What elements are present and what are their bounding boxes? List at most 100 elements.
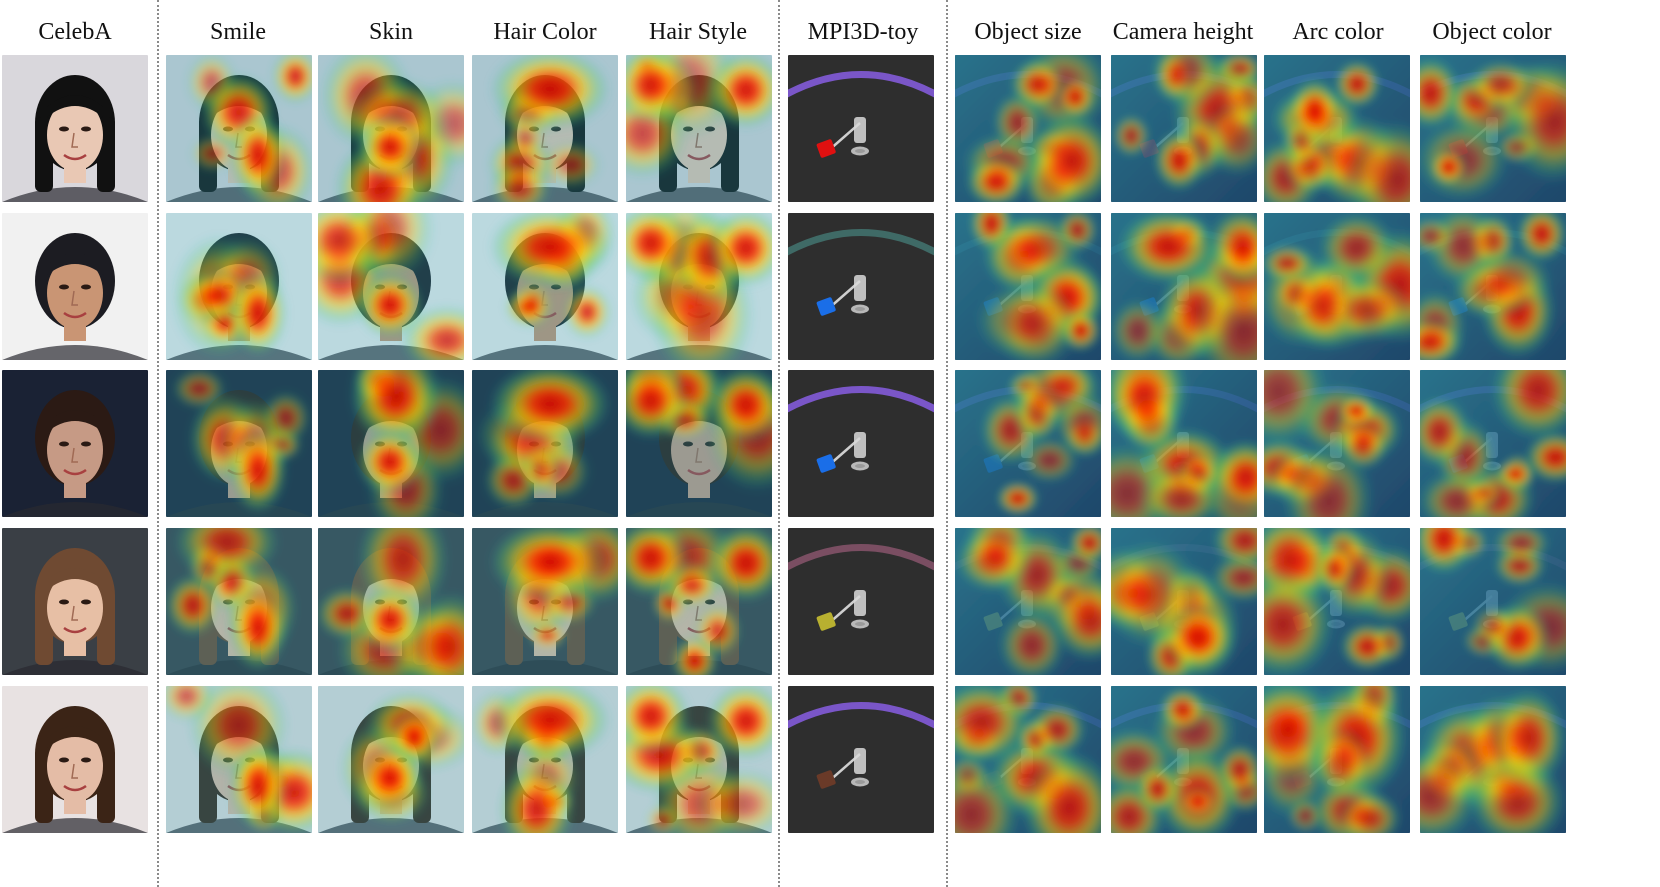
- attention-hotspot: [228, 269, 288, 357]
- cell-smile-row-2: [166, 213, 312, 360]
- attention-hotspot: [356, 428, 424, 496]
- cell-skin-row-2: [318, 213, 464, 360]
- column-header-skin: Skin: [368, 19, 413, 45]
- heatmap-overlay: [1420, 528, 1566, 675]
- attention-hotspot: [488, 686, 612, 762]
- attention-hotspot: [356, 271, 424, 339]
- attention-hotspot: [488, 213, 612, 289]
- column-header-mpi3d: MPI3D-toy: [807, 19, 919, 45]
- column-header-arc-color: Arc color: [1292, 19, 1384, 45]
- heatmap-overlay: [1420, 55, 1566, 202]
- mpi3d-scene: [788, 686, 934, 833]
- heatmap-overlay: [166, 213, 312, 360]
- cell-hair-color-row-5: [472, 686, 618, 833]
- attention-hotspot: [626, 528, 772, 603]
- cell-mpi3d-row-3: [788, 370, 934, 517]
- heatmap-overlay: [1111, 528, 1257, 675]
- column-header-smile: Smile: [209, 19, 266, 45]
- cell-skin-row-1: [318, 55, 464, 202]
- object-cube: [816, 612, 836, 631]
- attention-hotspot: [356, 113, 424, 181]
- column-header-hair-color: Hair Color: [493, 19, 597, 45]
- heatmap-overlay: [955, 213, 1101, 360]
- heatmap-overlay: [1111, 213, 1257, 360]
- column-header-camera-height: Camera height: [1112, 19, 1254, 45]
- cell-object-size-row-5: [955, 686, 1101, 833]
- attention-hotspot: [488, 55, 612, 131]
- heatmap-overlay: [1264, 55, 1410, 202]
- separator-mpi3d-attributes: [946, 0, 948, 887]
- cell-object-color-row-4: [1420, 528, 1566, 675]
- separator-celeba: [157, 0, 159, 887]
- heatmap-overlay: [1111, 686, 1257, 833]
- heatmap-overlay: [955, 528, 1101, 675]
- cell-hair-color-row-2: [472, 213, 618, 360]
- cell-object-size-row-4: [955, 528, 1101, 675]
- cell-camera-height-row-5: [1111, 686, 1257, 833]
- cell-celeba-row-5: [2, 686, 148, 833]
- separator-mpi3d: [778, 0, 780, 887]
- attention-hotspot: [626, 55, 772, 130]
- cell-arc-color-row-4: [1264, 528, 1410, 675]
- face-portrait: [2, 213, 148, 360]
- cell-celeba-row-4: [2, 528, 148, 675]
- attention-hotspot: [488, 370, 612, 446]
- cell-smile-row-5: [166, 686, 312, 833]
- face-portrait: [2, 55, 148, 202]
- object-cube: [816, 770, 836, 789]
- mpi3d-scene: [788, 213, 934, 360]
- heatmap-overlay: [1420, 213, 1566, 360]
- cell-object-color-row-1: [1420, 55, 1566, 202]
- cell-object-color-row-5: [1420, 686, 1566, 833]
- attention-hotspot: [356, 744, 424, 812]
- heatmap-overlay: [955, 55, 1101, 202]
- attention-hotspot: [228, 426, 288, 514]
- mpi3d-scene: [788, 370, 934, 517]
- cell-skin-row-4: [318, 528, 464, 675]
- cell-mpi3d-row-5: [788, 686, 934, 833]
- cell-celeba-row-3: [2, 370, 148, 517]
- cell-celeba-row-2: [2, 213, 148, 360]
- cell-arc-color-row-5: [1264, 686, 1410, 833]
- cell-arc-color-row-3: [1264, 370, 1410, 517]
- cell-object-size-row-1: [955, 55, 1101, 202]
- object-cube: [816, 139, 836, 158]
- cell-camera-height-row-3: [1111, 370, 1257, 517]
- cell-camera-height-row-4: [1111, 528, 1257, 675]
- attention-hotspot: [356, 586, 424, 654]
- attention-hotspot: [626, 370, 772, 445]
- face-portrait: [2, 370, 148, 517]
- cell-hair-color-row-3: [472, 370, 618, 517]
- cell-camera-height-row-1: [1111, 55, 1257, 202]
- face-portrait: [2, 686, 148, 833]
- heatmap-overlay: [1420, 686, 1566, 833]
- attention-hotspot: [228, 584, 288, 672]
- heatmap-overlay: [1264, 528, 1410, 675]
- mpi3d-scene: [788, 528, 934, 675]
- column-header-object-color: Object color: [1432, 19, 1552, 45]
- cell-hair-style-row-5: [626, 686, 772, 833]
- cell-hair-color-row-1: [472, 55, 618, 202]
- object-cube: [816, 297, 836, 316]
- heatmap-overlay: [1420, 370, 1566, 517]
- mpi3d-scene: [788, 55, 934, 202]
- column-header-celeba: CelebA: [38, 19, 112, 45]
- cell-object-color-row-3: [1420, 370, 1566, 517]
- cell-smile-row-3: [166, 370, 312, 517]
- attention-hotspot: [626, 686, 772, 761]
- cell-celeba-row-1: [2, 55, 148, 202]
- object-cube: [816, 454, 836, 473]
- column-header-hair-style: Hair Style: [649, 19, 747, 45]
- cell-hair-style-row-2: [626, 213, 772, 360]
- cell-object-size-row-3: [955, 370, 1101, 517]
- cell-hair-style-row-1: [626, 55, 772, 202]
- attention-hotspot: [228, 742, 288, 830]
- heatmap-overlay: [1264, 370, 1410, 517]
- cell-skin-row-5: [318, 686, 464, 833]
- cell-skin-row-3: [318, 370, 464, 517]
- face-portrait: [2, 528, 148, 675]
- cell-smile-row-4: [166, 528, 312, 675]
- cell-arc-color-row-1: [1264, 55, 1410, 202]
- heatmap-overlay: [1264, 686, 1410, 833]
- heatmap-overlay: [1111, 370, 1257, 517]
